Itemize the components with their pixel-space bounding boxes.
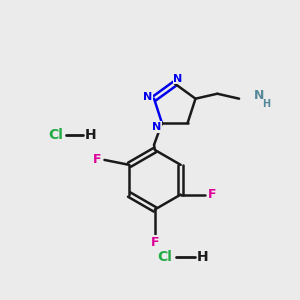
Text: N: N (143, 92, 153, 102)
Text: Cl: Cl (158, 250, 172, 264)
Text: F: F (93, 153, 102, 167)
Text: F: F (151, 236, 159, 249)
Text: N: N (173, 74, 182, 84)
Text: H: H (85, 128, 96, 142)
Text: H: H (262, 99, 270, 109)
Text: H: H (197, 250, 208, 264)
Text: N: N (152, 122, 162, 132)
Text: N: N (254, 89, 264, 102)
Text: F: F (208, 188, 217, 201)
Text: Cl: Cl (48, 128, 63, 142)
